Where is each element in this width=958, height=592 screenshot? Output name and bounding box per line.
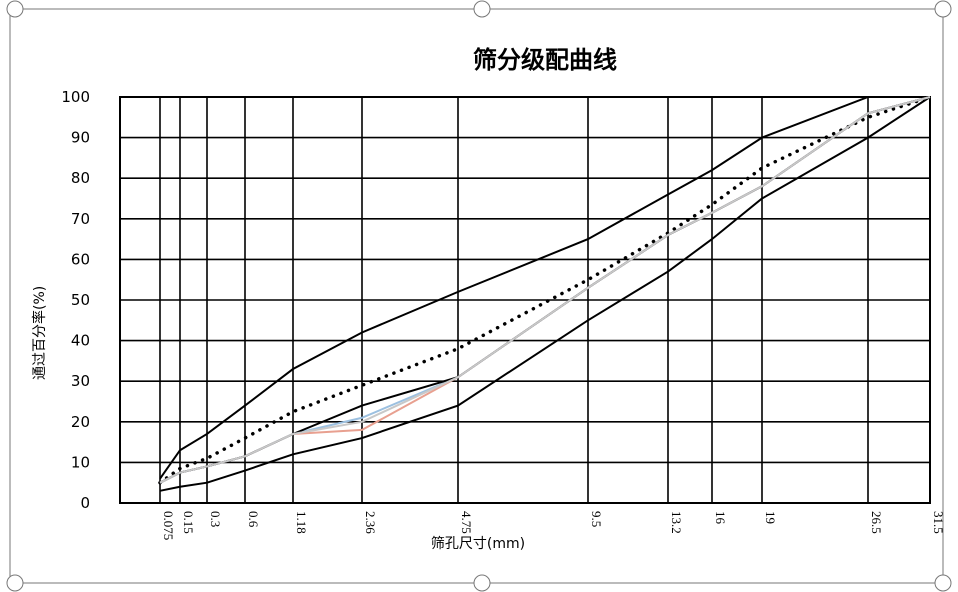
y-tick-label: 70 [71, 210, 90, 228]
handle[interactable] [934, 0, 952, 18]
series-line [159, 96, 931, 492]
y-tick-label: 10 [71, 453, 90, 471]
handle[interactable] [473, 574, 491, 592]
y-tick-label: 60 [71, 250, 90, 268]
series-line [159, 96, 930, 480]
series-line [159, 96, 931, 484]
frame [9, 8, 944, 584]
y-tick-label: 100 [61, 88, 90, 106]
series-line [159, 96, 931, 484]
series-line [159, 96, 931, 484]
x-tick-label: 2.36 [363, 511, 378, 534]
x-tick-label: 0.075 [161, 511, 176, 540]
y-tick-label: 50 [71, 291, 90, 309]
series-line [158, 95, 932, 485]
x-tick-label: 4.75 [459, 511, 474, 534]
x-tick-label: 0.3 [208, 511, 223, 527]
y-tick-label: 90 [71, 129, 90, 147]
x-tick-label: 9.5 [589, 511, 604, 527]
x-tick-label: 16 [713, 511, 728, 525]
x-tick-label: 19 [763, 511, 778, 524]
handle[interactable] [473, 0, 491, 18]
series-line [159, 96, 931, 484]
x-tick-label: 26.5 [869, 511, 884, 534]
y-tick-label: 20 [71, 413, 90, 431]
y-axis-title: 通过百分率(%) [31, 286, 48, 380]
x-axis-title: 筛孔尺寸(mm) [431, 536, 525, 552]
y-tick-label: 40 [71, 332, 90, 350]
x-tick-label: 13.2 [669, 511, 684, 534]
x-tick-label: 0.15 [181, 511, 196, 534]
y-tick-label: 80 [71, 169, 90, 187]
y-tick-label: 0 [80, 494, 90, 512]
handle[interactable] [6, 574, 24, 592]
x-tick-label: 1.18 [294, 511, 309, 534]
chart-title: 筛分级配曲线 [473, 46, 617, 74]
x-tick-label: 31.5 [931, 511, 946, 534]
handle[interactable] [934, 574, 952, 592]
y-tick-label: 30 [71, 372, 90, 390]
x-tick-label: 0.6 [246, 511, 261, 528]
handle[interactable] [6, 0, 24, 18]
